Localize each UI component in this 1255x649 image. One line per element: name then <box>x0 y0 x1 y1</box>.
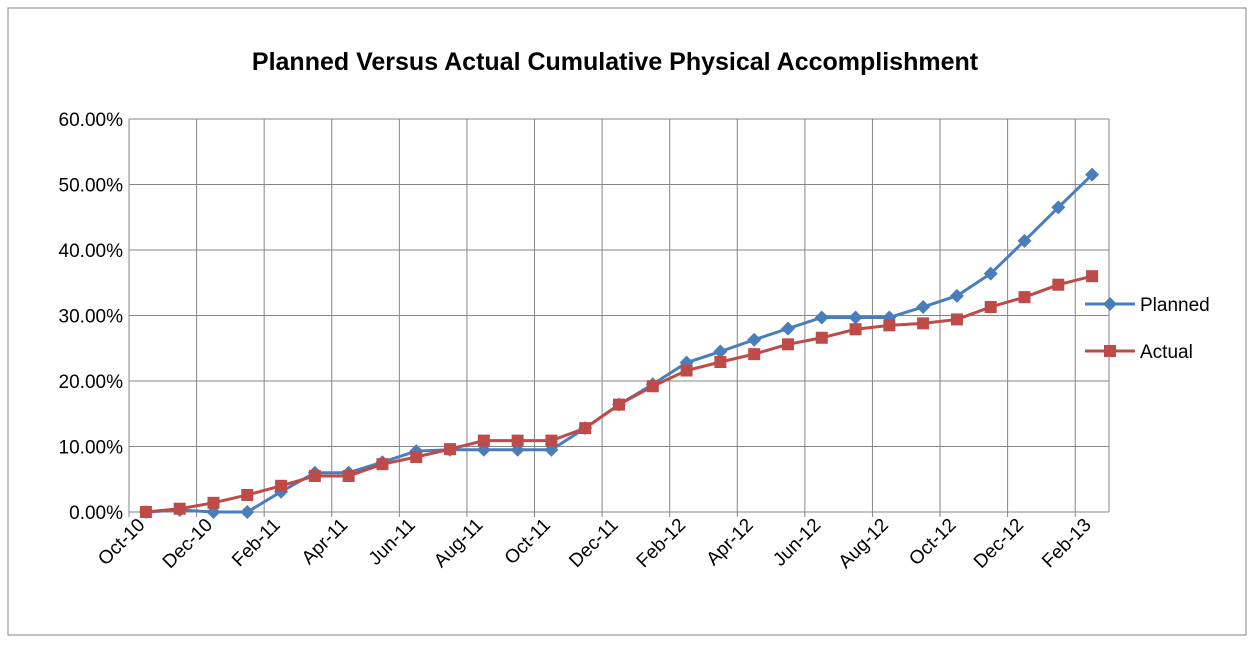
data-point <box>713 344 728 359</box>
data-point <box>747 332 762 347</box>
y-tick-label: 30.00% <box>59 307 124 328</box>
y-tick-label: 60.00% <box>59 110 124 131</box>
data-point <box>917 317 930 330</box>
data-point <box>916 299 931 314</box>
data-point <box>139 506 152 518</box>
data-point <box>240 505 255 519</box>
data-point <box>308 469 321 482</box>
data-point <box>173 502 186 515</box>
data-point <box>1051 200 1066 215</box>
data-point <box>342 469 355 482</box>
data-point <box>780 321 795 336</box>
data-point <box>376 458 389 471</box>
y-tick-label: 50.00% <box>59 176 124 197</box>
data-point <box>849 323 862 336</box>
data-point <box>748 348 761 361</box>
data-point <box>680 364 693 377</box>
y-tick-label: 20.00% <box>59 372 124 393</box>
y-tick-label: 40.00% <box>59 241 124 262</box>
data-point <box>815 331 828 344</box>
data-point <box>410 450 423 463</box>
chart-border <box>7 7 1247 636</box>
data-point <box>477 434 490 447</box>
legend-label: Planned <box>1140 295 1210 316</box>
data-point <box>950 313 963 326</box>
data-point <box>949 288 964 303</box>
y-tick-label: 0.00% <box>69 503 123 524</box>
legend-marker <box>1104 345 1116 357</box>
data-point <box>545 434 558 447</box>
data-point <box>1085 167 1100 182</box>
data-point <box>646 380 659 393</box>
y-tick-label: 10.00% <box>59 438 124 459</box>
data-point <box>511 434 524 447</box>
data-point <box>275 479 288 492</box>
data-point <box>1017 233 1032 248</box>
data-point <box>984 300 997 313</box>
data-point <box>781 338 794 351</box>
data-point <box>207 496 220 509</box>
legend-marker <box>1103 297 1117 311</box>
data-point <box>883 319 896 332</box>
data-point <box>983 266 998 281</box>
data-point <box>714 356 727 369</box>
data-point <box>579 422 592 435</box>
chart-title: Planned Versus Actual Cumulative Physica… <box>252 48 979 76</box>
data-point <box>1086 270 1099 283</box>
data-point <box>1018 291 1031 304</box>
data-point <box>444 443 457 456</box>
data-point <box>848 310 863 325</box>
legend-label: Actual <box>1140 342 1193 363</box>
data-point <box>241 488 254 501</box>
data-point <box>814 310 829 325</box>
data-point <box>613 398 625 411</box>
data-point <box>1052 278 1065 291</box>
